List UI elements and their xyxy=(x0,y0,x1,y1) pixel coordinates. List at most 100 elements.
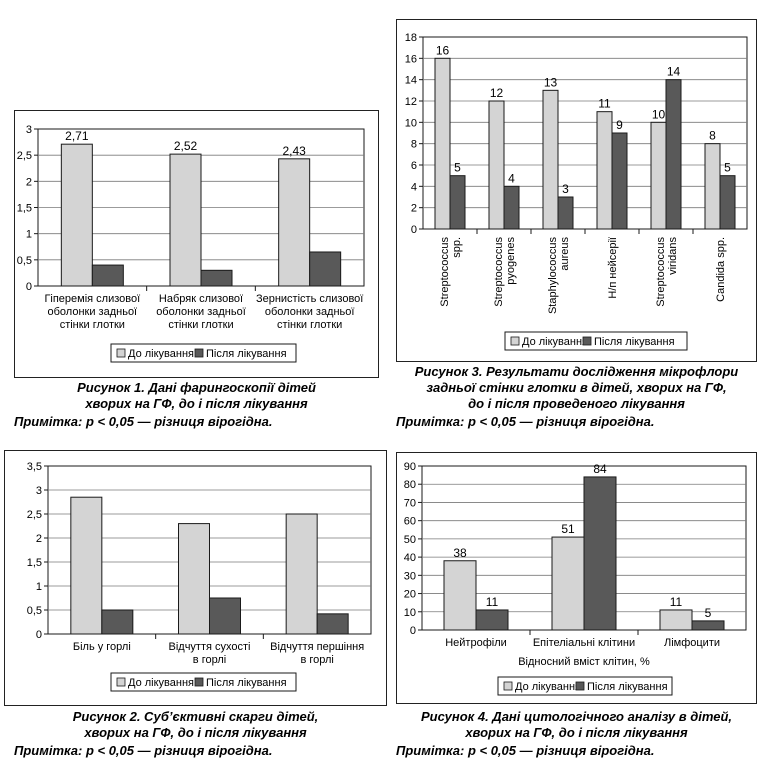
fig1-bar-before xyxy=(60,143,93,287)
fig1-legend-swatch-after xyxy=(194,348,204,358)
fig1-category-label: оболонки задньої xyxy=(265,306,355,318)
fig2-bar-after xyxy=(101,609,134,635)
fig3-bar-before xyxy=(650,121,667,230)
figure-4-note: Примітка: р < 0,05 — різниця вірогідна. xyxy=(396,743,655,759)
fig4-y-tick-label: 50 xyxy=(404,534,416,546)
figure-3-note-label: Примітка: xyxy=(396,414,465,429)
figure-2-note: Примітка: р < 0,05 — різниця вірогідна. xyxy=(14,743,273,759)
fig3-y-tick-label: 4 xyxy=(411,181,417,193)
fig2-legend-swatch-before xyxy=(116,677,126,687)
fig3-data-label: 12 xyxy=(490,86,504,100)
fig4-legend-label-after: Після лікування xyxy=(587,681,668,693)
fig3-category-label-line: Streptococcus xyxy=(493,237,505,307)
fig1-legend-label-after: Після лікування xyxy=(206,348,287,360)
fig1-bar-before xyxy=(278,158,311,287)
fig1-category-label: стінки глотки xyxy=(277,319,342,331)
figure-4-note-label: Примітка: xyxy=(396,743,465,758)
fig3-bar-before xyxy=(542,89,559,230)
fig4-category-label: Нейтрофіли xyxy=(445,637,507,649)
fig1-category-label: оболонки задньої xyxy=(48,306,138,318)
fig2-bar-before xyxy=(285,513,318,635)
figure-1-note: Примітка: р < 0,05 — різниця вірогідна. xyxy=(14,414,273,430)
fig2-category-label: Відчуття першіння xyxy=(270,641,364,653)
fig2-category-label: в горлі xyxy=(193,654,226,666)
fig4-legend-box xyxy=(497,676,673,696)
fig3-category-label: Streptococcus viridans xyxy=(655,237,679,307)
fig4-legend-label-before: До лікування xyxy=(515,681,581,693)
fig3-bar-after xyxy=(611,132,628,230)
fig3-data-label: 8 xyxy=(709,129,716,143)
figure-2-chart: 0 0,5 1 1,5 2 2,5 3 3,5 Біль у горлі Відчуття сух… xyxy=(27,461,372,692)
fig2-category-label: Біль у горлі xyxy=(73,641,131,653)
fig4-y-tick-label: 70 xyxy=(404,497,416,509)
fig4-bar-after xyxy=(691,620,725,631)
fig3-legend-swatch-before xyxy=(510,336,520,346)
fig3-bar-before xyxy=(596,111,613,230)
fig2-y-tick-label: 3 xyxy=(36,485,42,497)
fig3-category-label-line: spp. xyxy=(451,237,463,258)
figure-1-note-text: р < 0,05 — різниця вірогідна. xyxy=(82,414,273,429)
fig1-bar-after xyxy=(200,269,233,287)
fig4-category-label: Епітеліальні клітини xyxy=(533,637,635,649)
fig3-bar-before xyxy=(488,100,505,230)
fig4-data-label: 11 xyxy=(670,595,683,609)
fig3-data-label: 13 xyxy=(544,75,558,89)
fig1-y-tick-label: 1 xyxy=(26,229,32,241)
fig1-category-label: Набряк слизової xyxy=(159,293,243,305)
figure-2-panel: 0 0,5 1 1,5 2 2,5 3 3,5 Біль у горлі Відчуття сух… xyxy=(4,450,387,706)
figure-1-note-label: Примітка: xyxy=(14,414,83,429)
fig1-category-label: стінки глотки xyxy=(60,319,125,331)
fig4-y-tick-label: 30 xyxy=(404,570,416,582)
fig3-data-label: 5 xyxy=(454,161,461,175)
fig3-y-tick-label: 16 xyxy=(405,53,417,65)
fig2-y-tick-label: 1,5 xyxy=(27,557,42,569)
fig3-data-label: 9 xyxy=(616,118,623,132)
fig3-legend-label-after: Після лікування xyxy=(594,336,675,348)
fig1-bar-after xyxy=(91,264,124,287)
fig1-legend-label-before: До лікування xyxy=(128,348,194,360)
fig4-category-label: Лімфоцити xyxy=(664,637,720,649)
fig2-legend-label-before: До лікування xyxy=(128,677,194,689)
fig2-bar-after xyxy=(316,613,349,635)
fig4-bar-before xyxy=(551,536,585,631)
fig2-category-label: Відчуття сухості xyxy=(169,641,251,653)
fig1-category-label: Гіперемія слизової xyxy=(44,293,140,305)
fig3-data-label: 10 xyxy=(652,107,666,121)
fig3-y-tick-label: 2 xyxy=(411,203,417,215)
fig4-y-tick-label: 0 xyxy=(410,625,416,637)
figure-3-panel: 0 2 4 6 8 10 12 14 16 18 16 5 Streptococcus spp. 12 4 St… xyxy=(396,19,757,362)
fig2-y-tick-label: 3,5 xyxy=(27,461,42,473)
fig2-bar-before xyxy=(70,496,103,635)
fig3-bar-after xyxy=(719,175,736,230)
fig4-x-axis-title: Відносний вміст клітин, % xyxy=(518,656,650,668)
figure-4-caption: Рисунок 4. Дані цитологічного аналізу в … xyxy=(420,709,733,740)
fig2-y-tick-label: 1 xyxy=(36,581,42,593)
fig3-y-tick-label: 12 xyxy=(405,96,417,108)
fig1-y-tick-label: 1,5 xyxy=(17,203,32,215)
fig1-y-tick-label: 3 xyxy=(26,124,32,136)
fig3-category-label-line: aureus xyxy=(559,237,571,271)
fig4-data-label: 84 xyxy=(593,462,607,476)
fig1-category-label: Зернистість слизової xyxy=(256,293,363,305)
fig3-y-tick-label: 0 xyxy=(411,224,417,236)
fig3-data-label: 4 xyxy=(508,171,515,185)
figure-3-caption: Рисунок 3. Результати дослідження мікроф… xyxy=(414,364,739,411)
fig4-data-label: 5 xyxy=(705,606,712,620)
figure-1-panel: 0 0,5 1 1,5 2 2,5 3 2,71 Гіперемія слизової оболо… xyxy=(14,110,379,378)
fig3-bar-after xyxy=(503,185,520,230)
fig2-bar-before xyxy=(178,523,210,635)
fig3-category-label: Н/п нейсерії xyxy=(607,237,619,299)
figure-4-note-text: р < 0,05 — різниця вірогідна. xyxy=(464,743,655,758)
fig3-y-tick-label: 8 xyxy=(411,139,417,151)
fig3-legend-swatch-after xyxy=(582,336,592,346)
fig1-legend-box xyxy=(110,343,297,363)
figure-2-note-label: Примітка: xyxy=(14,743,83,758)
fig3-bar-before xyxy=(704,143,721,230)
fig1-legend-swatch-before xyxy=(116,348,126,358)
fig2-legend-swatch-after xyxy=(194,677,204,687)
fig2-y-tick-label: 0 xyxy=(36,629,42,641)
fig4-bar-after xyxy=(475,609,509,631)
figure-2-note-text: р < 0,05 — різниця вірогідна. xyxy=(82,743,273,758)
fig3-category-label-line: Candida spp. xyxy=(715,237,727,302)
